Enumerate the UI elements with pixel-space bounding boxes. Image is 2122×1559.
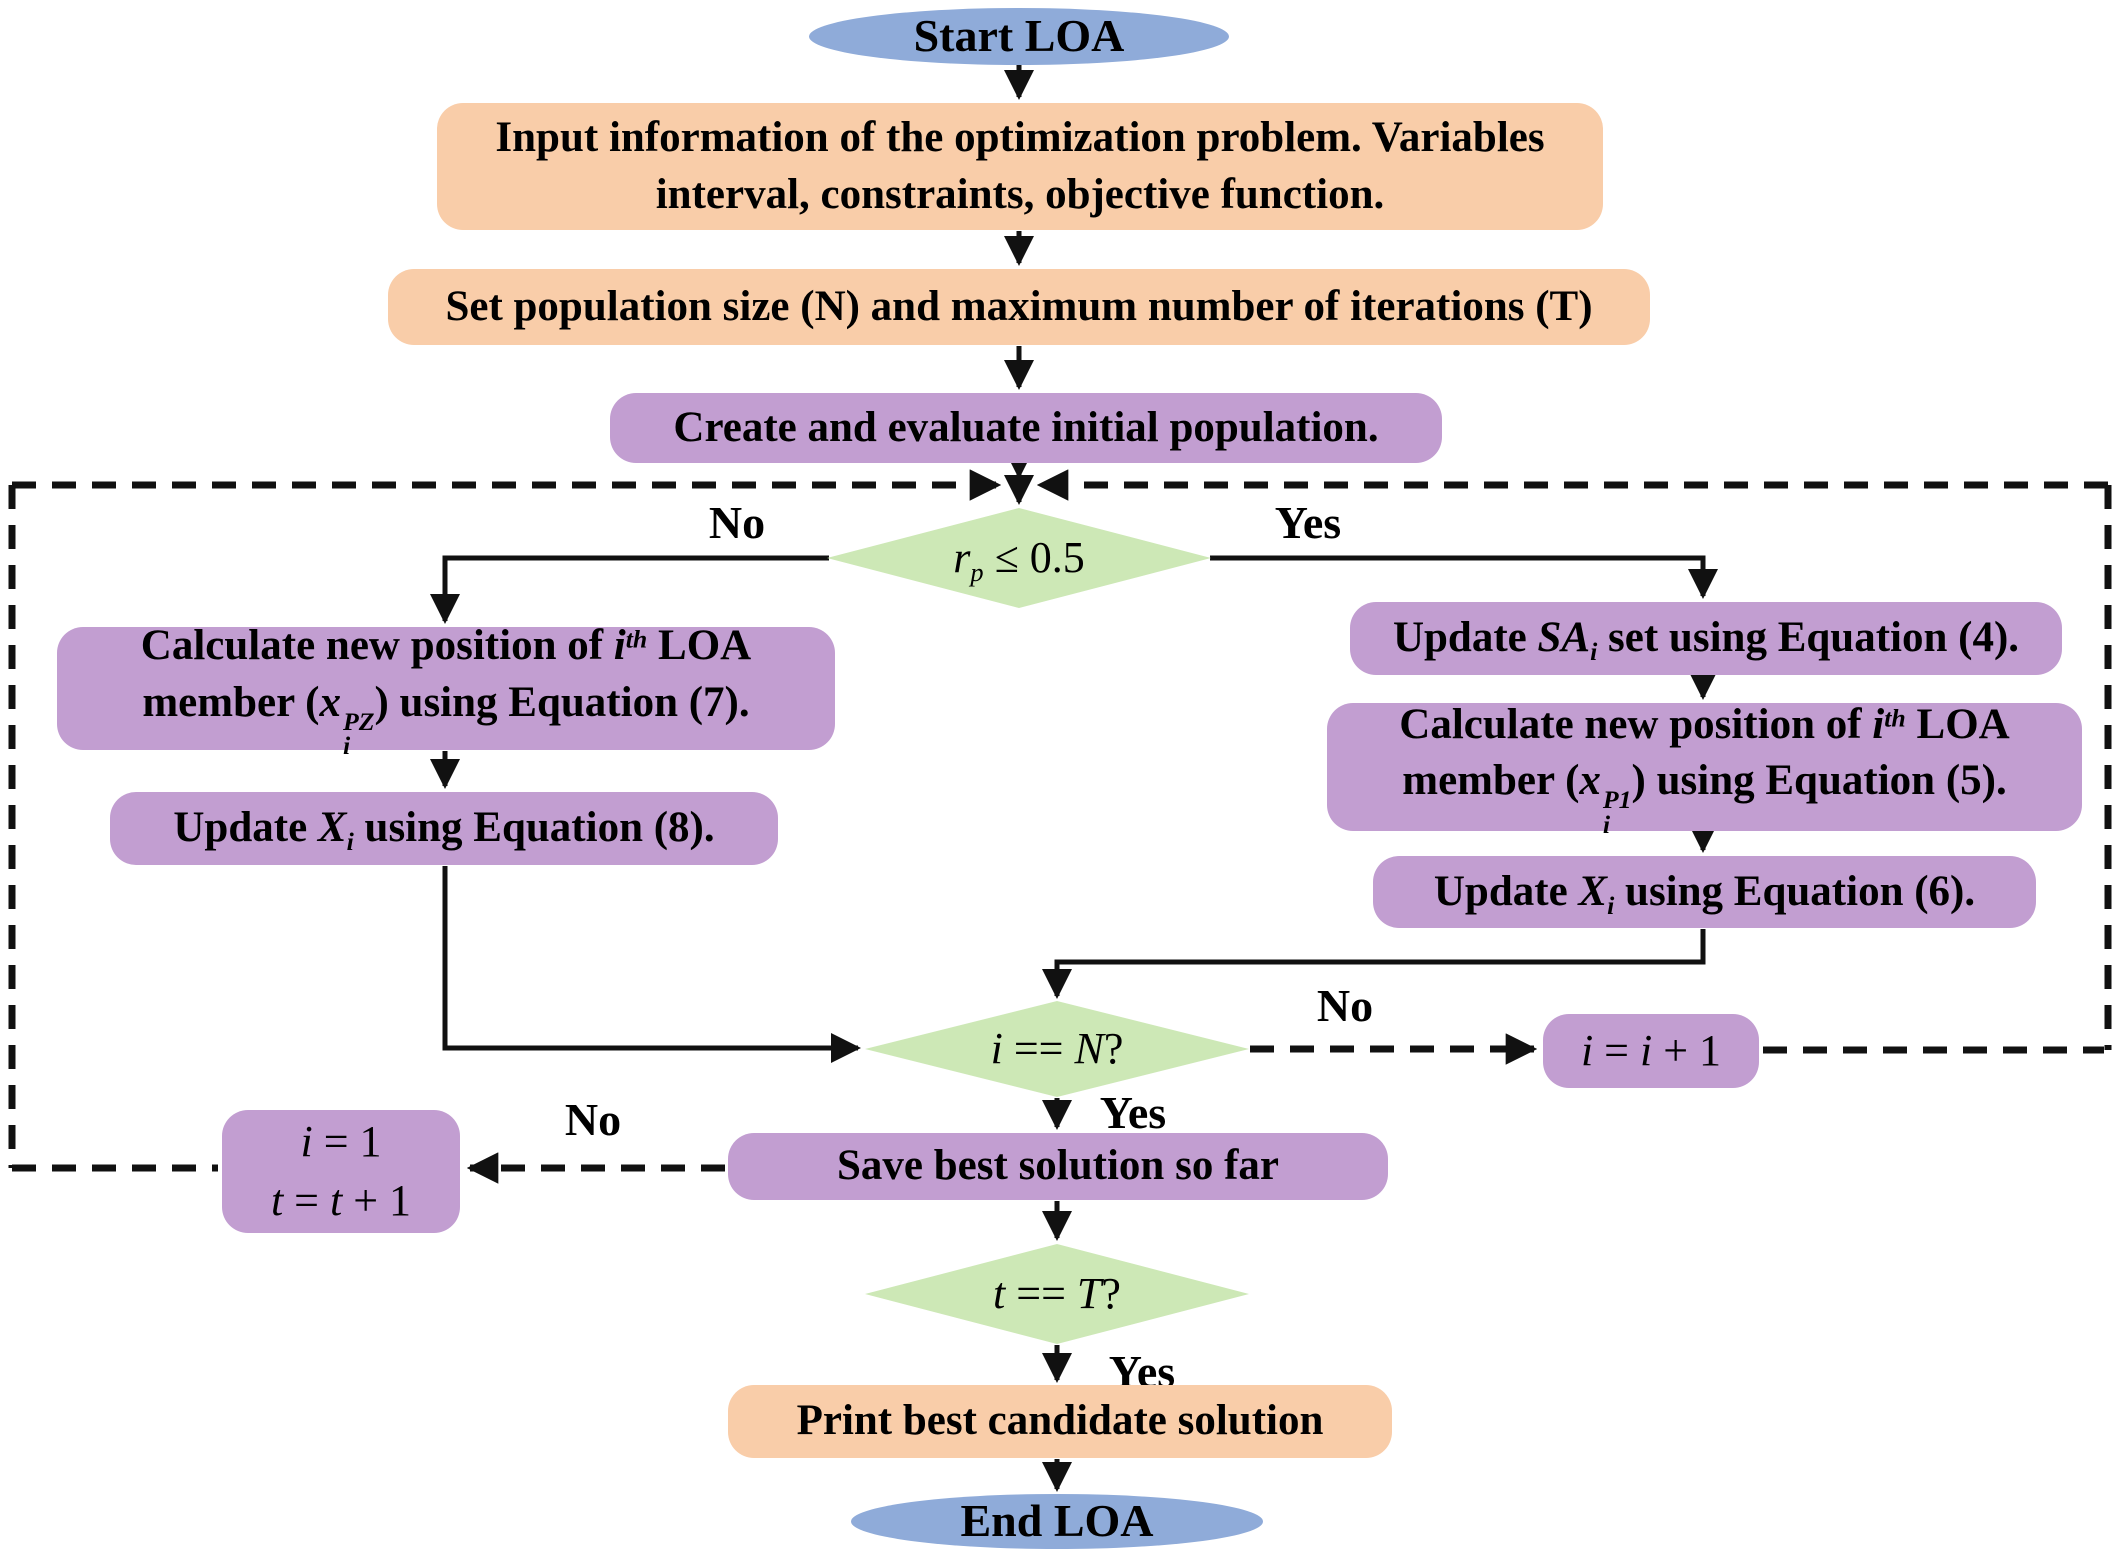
rp-no-label: No (708, 497, 766, 548)
update-x-eq6-box: Update Xi using Equation (6). (1373, 856, 2036, 928)
increment-i-box: i = i + 1 (1543, 1014, 1759, 1088)
save-best-solution-label: Save best solution so far (837, 1142, 1279, 1190)
arrow-update6-to-ien (1042, 929, 1706, 999)
create-population-box: Create and evaluate initial population. (610, 393, 1442, 463)
calc-position-pz-box: Calculate new position of ith LOA member … (57, 622, 835, 759)
start-label: Start LOA (913, 10, 1125, 62)
input-information-box: Input information of the optimization pr… (437, 103, 1603, 230)
end-terminator: End LOA (851, 1494, 1263, 1549)
i-equals-n-label: i == N? (990, 1023, 1124, 1073)
update-x-eq6-label: Update Xi using Equation (6). (1433, 867, 1976, 920)
print-solution-box: Print best candidate solution (728, 1385, 1392, 1458)
arrow-update8-to-ien (442, 866, 861, 1063)
set-population-box: Set population size (N) and maximum numb… (388, 269, 1650, 345)
i-equals-n-yes-label: Yes (1099, 1087, 1167, 1138)
update-sa-label: Update SAi set using Equation (4). (1392, 614, 2020, 667)
start-terminator: Start LOA (809, 8, 1229, 65)
print-solution-label: Print best candidate solution (796, 1397, 1324, 1445)
input-information-label: Input information of the optimization pr… (495, 113, 1545, 218)
update-sa-box: Update SAi set using Equation (4). (1350, 602, 2062, 675)
create-population-label: Create and evaluate initial population. (673, 403, 1379, 451)
update-x-eq8-label: Update Xi using Equation (8). (173, 804, 715, 857)
update-x-eq8-box: Update Xi using Equation (8). (110, 792, 778, 865)
i-equals-n-no-label: No (1316, 980, 1374, 1031)
rp-yes-label: Yes (1274, 497, 1342, 548)
t-equals-t-no-label: No (564, 1094, 622, 1145)
set-population-label: Set population size (N) and maximum numb… (445, 282, 1593, 330)
calc-position-pz-label: Calculate new position of ith LOA member … (140, 622, 752, 761)
arrow-rp-yes-branch (1210, 555, 1718, 599)
rp-decision-label: rp ≤ 0.5 (953, 532, 1085, 588)
arrow-rp-no-branch (430, 555, 829, 624)
calc-position-p1-box: Calculate new position of ith LOA member … (1327, 701, 2082, 837)
calc-position-p1-label: Calculate new position of ith LOA member … (1399, 700, 2010, 839)
increment-i-label: i = i + 1 (1580, 1025, 1722, 1075)
end-label: End LOA (960, 1495, 1154, 1547)
t-equals-t-label: t == T? (993, 1268, 1121, 1318)
save-best-solution-box: Save best solution so far (728, 1133, 1388, 1200)
